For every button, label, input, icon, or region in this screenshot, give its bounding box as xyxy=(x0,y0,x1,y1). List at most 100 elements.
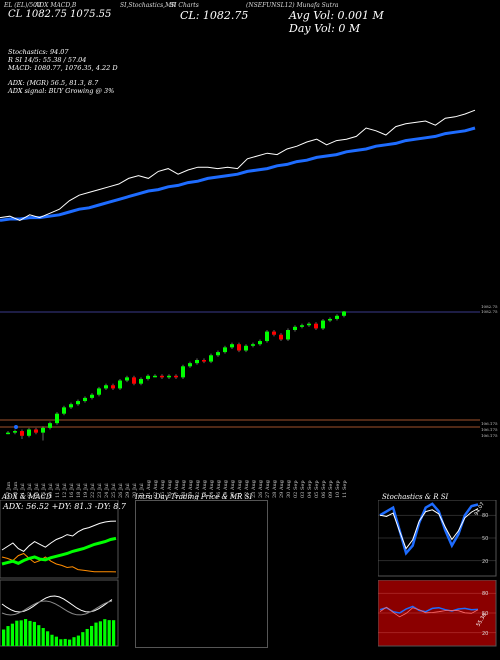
header-title-e: (NSEFUNSL12) Munafa Sutra xyxy=(246,2,339,9)
candle-body xyxy=(230,344,234,348)
plus-di-line xyxy=(1,520,117,553)
x-tick-label: 12 Jul xyxy=(62,483,68,498)
rsi-tick-label: 50 xyxy=(482,611,488,617)
adx-signal: ADX signal: BUY Growing @ 3% xyxy=(8,87,115,95)
price-level-bot-1: 106.175 xyxy=(481,421,498,426)
stoch-tick-label: 50 xyxy=(482,536,488,542)
candle-body xyxy=(132,377,136,384)
x-tick-label: 19 Jul xyxy=(83,483,89,498)
candle-body xyxy=(181,366,185,378)
minus-di-line xyxy=(1,552,117,573)
x-tick-label: 25 Jul xyxy=(111,483,117,498)
adx-line xyxy=(1,536,117,566)
candle-body xyxy=(335,315,339,319)
candle-body xyxy=(265,331,269,342)
candle-body xyxy=(293,326,297,330)
candle-body xyxy=(160,375,164,378)
price-level-bot-3: 106.175 xyxy=(481,433,498,438)
price-level-top-1: 1082.75 xyxy=(481,304,498,309)
rsi-tick-label: 20 xyxy=(482,631,488,637)
rsi-value: R SI 14/5: 55.38 / 57.04 xyxy=(8,56,87,64)
candle-body xyxy=(111,385,115,389)
candle-body xyxy=(328,318,332,321)
candle-body xyxy=(146,375,150,379)
macd-bar xyxy=(19,620,23,646)
x-tick-label: 04 Sep xyxy=(307,480,313,498)
macd-bar xyxy=(90,625,94,646)
x-tick-label: 24 Jul xyxy=(104,483,110,498)
candle-body xyxy=(300,325,304,327)
x-tick-label: 11 Sep xyxy=(342,480,348,498)
candle-body xyxy=(244,345,248,351)
candle-body xyxy=(272,331,276,335)
stoch-tick-label: 20 xyxy=(482,559,488,565)
macd-value: MACD: 1080.77, 1076.35, 4.22 D xyxy=(8,64,118,72)
macd-bar xyxy=(107,620,111,646)
candle-body xyxy=(167,375,171,378)
candle-body xyxy=(223,347,227,353)
x-tick-label: 26 Aug xyxy=(258,480,264,498)
price-level-bot-2: 106.175 xyxy=(481,427,498,432)
x-tick-label: 29 Jul xyxy=(125,483,131,498)
macd-bar xyxy=(2,629,6,646)
candle-body xyxy=(125,377,129,381)
candle-body xyxy=(34,429,38,433)
candle-body xyxy=(209,355,213,362)
header-title-b: ADX MACD,B xyxy=(35,2,77,9)
price-line-chart xyxy=(0,109,476,222)
x-tick-label: 09 Sep xyxy=(328,480,334,498)
candle-body xyxy=(41,427,45,433)
candle-body xyxy=(174,375,178,378)
x-tick-label: 27 Aug xyxy=(265,480,271,498)
price-level-top-2: 1082.75 xyxy=(481,309,498,314)
macd-signal-line xyxy=(1,600,113,616)
macd-bar xyxy=(63,638,67,646)
candle-body xyxy=(20,431,24,436)
stoch-panel-title: Stochastics & R SI xyxy=(382,493,449,501)
x-tick-label: 10 Sep xyxy=(335,480,341,498)
macd-bar xyxy=(41,628,45,646)
x-tick-label: 23 Jul xyxy=(97,483,103,498)
stoch-tick-label: 80 xyxy=(482,513,488,519)
moving-average-line xyxy=(0,126,476,222)
avg-volume-label: Avg Vol: 0.001 M xyxy=(289,9,384,22)
day-volume-label: Day Vol: 0 M xyxy=(289,22,361,35)
candle-body xyxy=(83,397,87,402)
macd-line xyxy=(1,595,113,613)
macd-bar xyxy=(81,632,85,646)
candle-body xyxy=(6,432,10,435)
x-tick-label: 02 Sep xyxy=(293,480,299,498)
x-tick-label: 18 Jul xyxy=(76,483,82,498)
x-tick-label: 06 Sep xyxy=(321,480,327,498)
macd-bar xyxy=(6,626,10,646)
candle-body xyxy=(118,380,122,389)
candle-body xyxy=(76,401,80,405)
macd-bar xyxy=(94,622,98,646)
x-tick-label: 30 Aug xyxy=(286,480,292,498)
adx-frame xyxy=(0,500,119,579)
close-price-line xyxy=(0,109,476,221)
macd-bar xyxy=(10,623,14,646)
x-tick-label: 28 Aug xyxy=(272,480,278,498)
macd-frame xyxy=(0,579,119,647)
macd-bar xyxy=(37,625,41,646)
header-title-d: SI Charts xyxy=(170,2,199,9)
adx-value: ADX: (MGR) 56.5, 81.3, 8.7 xyxy=(8,79,99,87)
candle-body xyxy=(237,344,241,351)
candle-body xyxy=(314,323,318,329)
macd-bar xyxy=(24,619,28,646)
x-tick-label: 11 Jul xyxy=(55,483,61,498)
candle-body xyxy=(342,311,346,316)
candle-body xyxy=(69,404,73,408)
marker-dot xyxy=(14,425,18,429)
x-tick-label: 05 Sep xyxy=(314,480,320,498)
close-price-label: CL: 1082.75 xyxy=(180,9,249,22)
x-tick-label: 22 Jul xyxy=(90,483,96,498)
macd-bar xyxy=(85,628,89,646)
candle-body xyxy=(307,323,311,326)
header-title-c: SI,Stochastics,MR xyxy=(120,2,176,9)
macd-bar xyxy=(50,634,54,646)
candle-body xyxy=(97,388,101,395)
adx-panel-values: ADX: 56.52 +DY: 81.3 -DY: 8.7 xyxy=(3,502,126,511)
macd-bar xyxy=(15,620,19,646)
